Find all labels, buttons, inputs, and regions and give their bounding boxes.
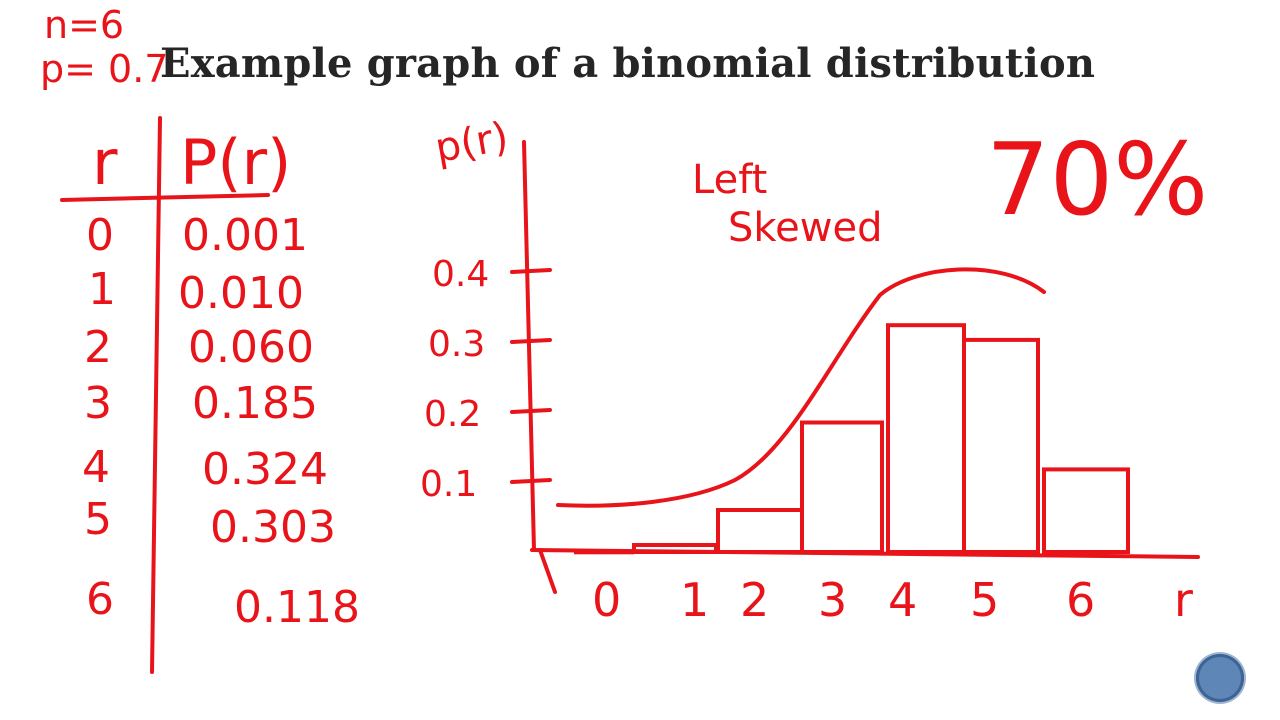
table-cell-p: 0.001	[182, 210, 308, 261]
table-vertical-divider	[150, 116, 162, 674]
table-cell-r: 3	[84, 378, 112, 429]
x-tick-label: 6	[1066, 573, 1095, 627]
table-cell-r: 2	[84, 322, 112, 373]
y-tick-label: 0.2	[424, 394, 481, 435]
bar-r-3	[800, 420, 884, 554]
y-axis-label: p(r)	[432, 114, 512, 172]
table-horizontal-divider	[60, 193, 270, 202]
slide-navigation-button[interactable]	[1196, 654, 1244, 702]
table-cell-r: 0	[86, 210, 114, 261]
table-cell-p: 0.060	[188, 322, 314, 373]
y-axis-line	[522, 140, 536, 552]
bar-r-6	[1042, 467, 1130, 554]
table-cell-p: 0.324	[202, 444, 328, 495]
bar-group	[574, 323, 1130, 555]
table-cell-r: 4	[82, 442, 110, 493]
bar-r-0	[574, 549, 634, 555]
x-tick-label: 4	[888, 573, 917, 627]
table-cell-p: 0.303	[210, 502, 336, 553]
table-cell-r: 6	[86, 574, 114, 625]
percent-annotation: 70%	[986, 121, 1209, 238]
x-tick-label: 0	[592, 573, 621, 627]
table-cell-p: 0.185	[192, 378, 318, 429]
page-title: Example graph of a binomial distribution	[160, 40, 1096, 87]
bar-r-4	[886, 323, 966, 555]
x-tick-label: 5	[970, 573, 999, 627]
x-axis-label: r	[1174, 573, 1193, 627]
table-cell-p: 0.118	[234, 582, 360, 633]
skew-annotation: Left	[692, 157, 768, 203]
distribution-curve	[556, 267, 1046, 508]
axis-origin-stroke	[538, 548, 557, 594]
table-cell-p: 0.010	[178, 268, 304, 319]
y-tick-label: 0.3	[428, 324, 485, 365]
y-tick-group: 0.1 0.2 0.3 0.4	[420, 254, 552, 505]
n-parameter: n=6	[44, 3, 125, 47]
y-tick-label: 0.1	[420, 464, 477, 505]
y-tick-mark	[510, 338, 552, 344]
skew-annotation-line2: Skewed	[728, 205, 883, 251]
p-parameter: p= 0.7	[40, 47, 169, 91]
x-tick-label: 3	[818, 573, 847, 627]
bar-r-5	[962, 337, 1040, 554]
table-header-p: P(r)	[180, 126, 292, 199]
bar-r-2	[716, 508, 804, 554]
x-tick-label: 1	[680, 573, 709, 627]
table-cell-r: 5	[84, 494, 112, 545]
y-tick-label: 0.4	[432, 254, 489, 295]
bar-r-1	[632, 543, 718, 554]
x-tick-label: 2	[740, 573, 769, 627]
y-tick-mark	[510, 478, 552, 484]
table-cell-r: 1	[88, 264, 116, 315]
y-tick-mark	[510, 408, 552, 414]
y-tick-mark	[510, 268, 552, 274]
table-header-r: r	[92, 126, 118, 199]
